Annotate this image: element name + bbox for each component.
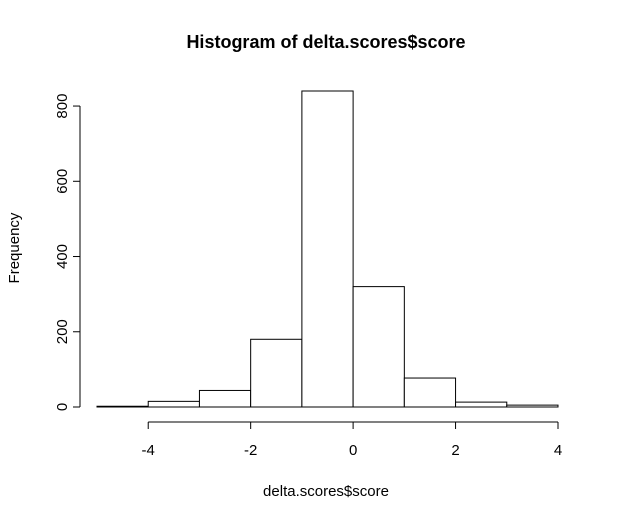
y-tick-label: 200 bbox=[54, 319, 71, 344]
x-tick-label: 0 bbox=[349, 442, 357, 459]
chart-title: Histogram of delta.scores$score bbox=[186, 32, 465, 52]
x-axis-label: delta.scores$score bbox=[263, 483, 389, 500]
x-tick-label: -4 bbox=[142, 442, 155, 459]
histogram-bar bbox=[198, 389, 252, 408]
histogram-bar bbox=[455, 401, 508, 408]
histogram-bar bbox=[147, 400, 200, 408]
x-tick-label: 4 bbox=[554, 442, 562, 459]
histogram-bar bbox=[506, 404, 559, 408]
y-axis: 0 200 400 600 800 bbox=[54, 94, 81, 411]
histogram-bar bbox=[352, 286, 405, 408]
y-tick-label: 800 bbox=[54, 94, 71, 119]
histogram-bar bbox=[96, 405, 149, 408]
y-tick-label: 0 bbox=[54, 403, 71, 411]
y-axis-label: Frequency bbox=[6, 212, 23, 283]
bars-group bbox=[96, 90, 559, 408]
y-tick-label: 600 bbox=[54, 169, 71, 194]
histogram-bar bbox=[301, 90, 354, 408]
histogram-bar bbox=[403, 377, 457, 408]
histogram-bar bbox=[250, 338, 303, 408]
y-tick-label: 400 bbox=[54, 244, 71, 269]
x-axis: -4 -2 0 2 4 bbox=[142, 421, 562, 459]
x-tick-label: -2 bbox=[244, 442, 257, 459]
x-tick-label: 2 bbox=[451, 442, 459, 459]
